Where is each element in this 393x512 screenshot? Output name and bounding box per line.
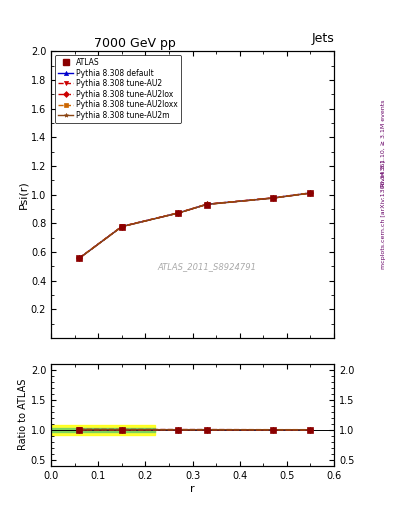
Text: Jets: Jets	[311, 32, 334, 46]
Text: Rivet 3.1.10, ≥ 3.1M events: Rivet 3.1.10, ≥ 3.1M events	[381, 100, 386, 187]
Text: 7000 GeV pp: 7000 GeV pp	[94, 37, 175, 50]
Y-axis label: Psi(r): Psi(r)	[18, 180, 28, 209]
Text: ATLAS_2011_S8924791: ATLAS_2011_S8924791	[157, 262, 256, 271]
Y-axis label: Ratio to ATLAS: Ratio to ATLAS	[18, 379, 28, 451]
X-axis label: r: r	[190, 483, 195, 494]
Legend: ATLAS, Pythia 8.308 default, Pythia 8.308 tune-AU2, Pythia 8.308 tune-AU2lox, Py: ATLAS, Pythia 8.308 default, Pythia 8.30…	[55, 55, 181, 123]
Text: mcplots.cern.ch [arXiv:1306.3436]: mcplots.cern.ch [arXiv:1306.3436]	[381, 161, 386, 269]
